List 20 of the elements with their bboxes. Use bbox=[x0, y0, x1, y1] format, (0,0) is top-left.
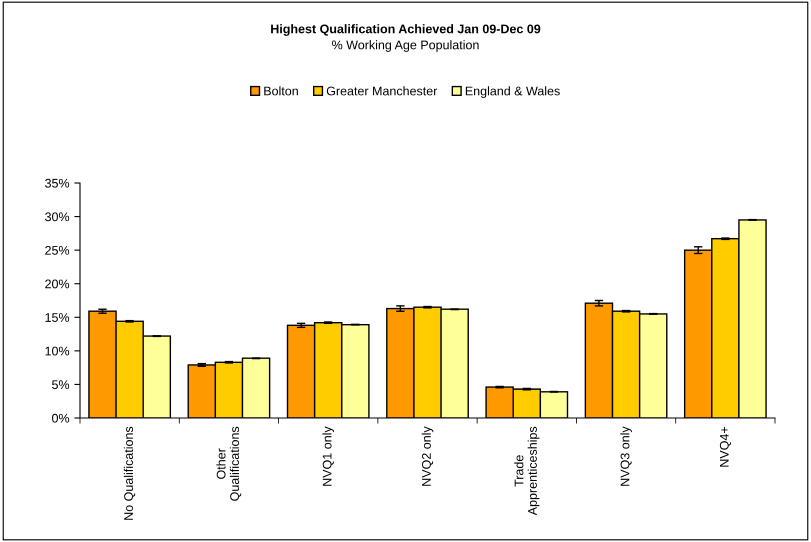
x-tick-label: No Qualifications bbox=[124, 426, 136, 520]
x-tick-label: Trade Apprenticeships bbox=[514, 426, 540, 516]
chart-subtitle: % Working Age Population bbox=[332, 40, 479, 52]
x-tick-label: Other Qualifications bbox=[216, 426, 242, 501]
y-tick-label: 0% bbox=[52, 414, 70, 423]
legend-label: Bolton bbox=[264, 86, 298, 96]
y-tick-label: 20% bbox=[45, 280, 70, 288]
y-tick-label: 35% bbox=[45, 178, 70, 188]
y-tick-label: 25% bbox=[45, 246, 70, 255]
x-tick-label: NVQ2 only bbox=[422, 426, 434, 486]
y-tick-label: 10% bbox=[46, 346, 70, 356]
x-tick-label: NVQ3 only bbox=[620, 426, 632, 486]
y-tick-label: 30% bbox=[45, 212, 70, 222]
y-tick-label: 5% bbox=[52, 380, 70, 390]
y-tick-label: 15% bbox=[46, 313, 70, 322]
x-tick-label: NVQ1 only bbox=[322, 426, 334, 486]
legend-label: Greater Manchester bbox=[326, 86, 438, 96]
chart-title: Highest Qualification Achieved Jan 09-Dec 09 bbox=[271, 24, 540, 36]
x-tick-label: NVQ4+ bbox=[720, 426, 731, 467]
legend-label: England & Wales bbox=[466, 86, 560, 98]
